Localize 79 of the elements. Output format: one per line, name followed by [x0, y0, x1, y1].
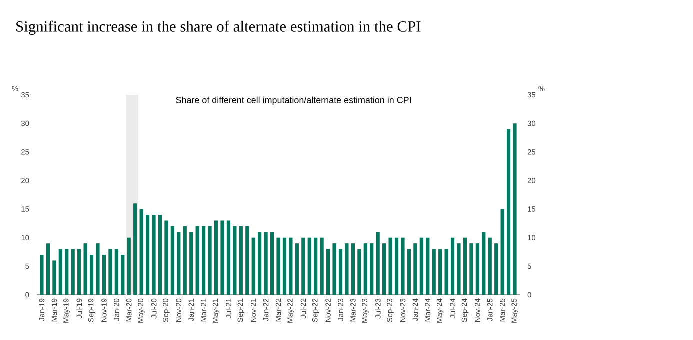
bar	[364, 244, 368, 295]
bar	[226, 220, 231, 295]
bar	[170, 226, 174, 295]
bar	[190, 232, 194, 295]
bar	[370, 244, 374, 295]
bar	[351, 244, 355, 295]
bar	[513, 124, 517, 295]
bar	[308, 238, 312, 295]
bar	[121, 255, 125, 295]
bar	[494, 244, 498, 295]
bar	[140, 209, 144, 295]
bar	[134, 204, 138, 295]
bar	[289, 238, 293, 295]
bar	[233, 226, 237, 295]
bar	[345, 244, 349, 295]
bar	[183, 226, 187, 295]
bar	[114, 249, 118, 295]
bar	[152, 215, 156, 295]
bar	[507, 129, 511, 295]
bar	[488, 238, 492, 295]
bar	[338, 249, 343, 295]
bar	[71, 249, 75, 295]
bar	[426, 238, 430, 295]
bar	[358, 249, 362, 295]
bar	[40, 255, 44, 295]
bar	[96, 244, 100, 295]
bar	[127, 238, 131, 295]
bar	[470, 244, 474, 295]
bar	[432, 249, 436, 295]
bar	[482, 232, 486, 295]
bar	[438, 249, 442, 295]
bar	[332, 244, 336, 295]
bar	[252, 238, 256, 295]
bar	[444, 249, 448, 295]
bar	[295, 244, 299, 295]
bar	[177, 232, 181, 295]
bar	[196, 226, 200, 295]
annotation: Share of different cell imputation/alternate estimation in CPI	[176, 96, 411, 106]
bar	[208, 226, 212, 295]
bar	[78, 249, 82, 295]
bar	[164, 220, 168, 295]
bar	[239, 226, 243, 295]
bar	[146, 215, 150, 295]
bar	[102, 255, 106, 295]
bar	[220, 220, 224, 295]
bar	[264, 232, 268, 295]
chart-title: Significant increase in the share of alternate estimation in the CPI	[16, 20, 421, 36]
bar	[108, 249, 112, 295]
bar	[500, 209, 504, 295]
bar	[302, 238, 306, 295]
bar	[388, 238, 392, 295]
bar	[46, 244, 50, 295]
bar	[202, 226, 206, 295]
bar	[382, 244, 386, 295]
bar	[463, 238, 468, 295]
bar	[476, 244, 480, 295]
bar	[457, 244, 461, 295]
bar	[401, 238, 405, 295]
bar	[246, 226, 250, 295]
bar	[320, 238, 324, 295]
bar	[52, 260, 56, 295]
bar	[270, 232, 274, 295]
bar	[326, 249, 330, 295]
bar	[84, 244, 88, 295]
bar	[58, 249, 62, 295]
bar	[414, 244, 418, 295]
bar	[158, 215, 162, 295]
bar	[65, 249, 69, 295]
bar	[420, 238, 424, 295]
bar	[407, 249, 412, 295]
bar	[276, 238, 280, 295]
bar	[314, 238, 318, 295]
bar	[450, 238, 455, 295]
bar	[214, 220, 218, 295]
bar	[90, 255, 94, 295]
bar	[282, 238, 287, 295]
bar	[376, 232, 380, 295]
bar	[394, 238, 399, 295]
bar	[258, 232, 262, 295]
